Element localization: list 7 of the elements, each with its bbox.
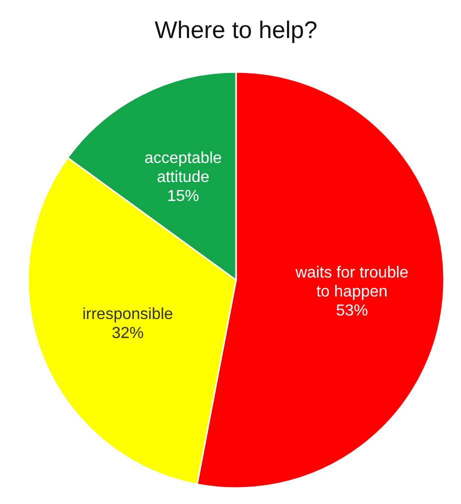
slice-label: irresponsible: [82, 306, 174, 323]
slice-label: waits for trouble to happen: [294, 264, 409, 301]
data-label: 15%: [167, 188, 200, 205]
data-label: 53%: [336, 302, 368, 320]
data-label: 32%: [112, 324, 144, 342]
slice-label: acceptable attitude: [144, 150, 222, 186]
chart-title: Where to help?: [154, 17, 318, 44]
